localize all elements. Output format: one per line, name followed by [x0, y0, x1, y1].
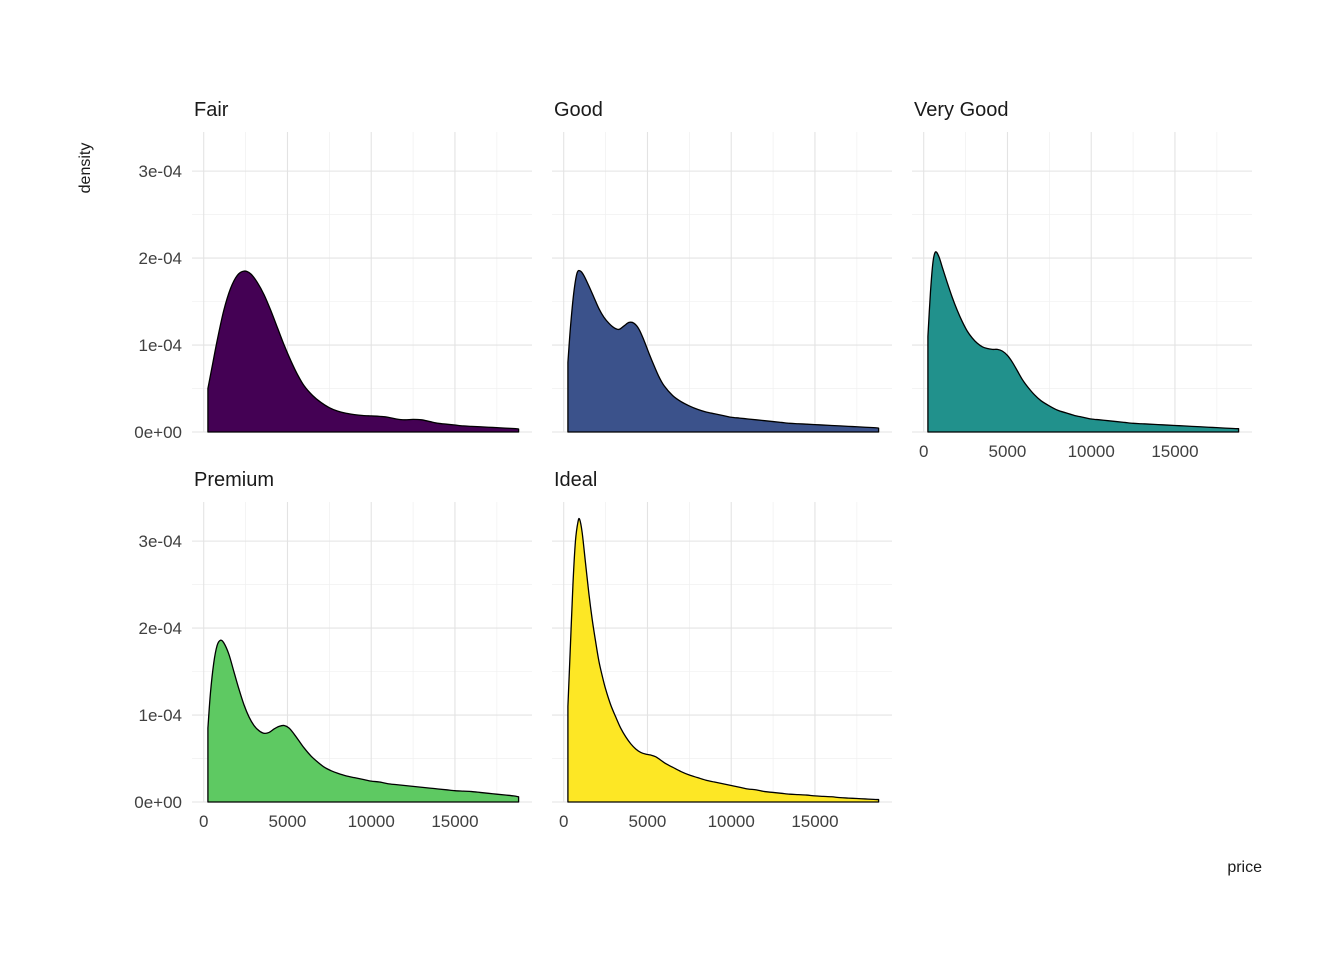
- x-tick-label: 5000: [269, 812, 307, 831]
- density-area-premium: [207, 639, 520, 803]
- x-tick-label: 10000: [1068, 442, 1115, 461]
- facet-ideal: Ideal 0 5000 10000 15000: [552, 469, 892, 831]
- x-tick-label: 15000: [791, 812, 838, 831]
- facet-very-good: Very Good 0 5000 10000 15000: [912, 99, 1252, 461]
- x-tick-label: 0: [919, 442, 928, 461]
- x-tick-label: 0: [199, 812, 208, 831]
- y-tick-label: 2e-04: [139, 249, 182, 268]
- density-area-good: [567, 269, 880, 433]
- facet-good: Good: [552, 99, 892, 433]
- facet-title-fair: Fair: [194, 99, 229, 121]
- facet-title-good: Good: [554, 99, 603, 121]
- facet-title-ideal: Ideal: [554, 469, 597, 491]
- density-area-very-good: [927, 251, 1240, 433]
- facet-premium: Premium 0e+00 1e-04 2e-04 3e-04 0 5000 10000 150…: [134, 469, 532, 831]
- y-axis-title: density: [77, 143, 94, 194]
- facet-title-very-good: Very Good: [914, 99, 1009, 121]
- y-tick-label: 2e-04: [139, 619, 182, 638]
- x-tick-label: 15000: [1151, 442, 1198, 461]
- y-tick-label: 3e-04: [139, 162, 182, 181]
- x-tick-label: 5000: [989, 442, 1027, 461]
- x-tick-label: 0: [559, 812, 568, 831]
- y-tick-label: 0e+00: [134, 423, 182, 442]
- facet-fair: Fair 0e+00 1e-04 2e-04 3e-04: [134, 99, 532, 442]
- facet-title-premium: Premium: [194, 469, 274, 491]
- x-tick-label: 10000: [708, 812, 755, 831]
- y-tick-label: 1e-04: [139, 706, 182, 725]
- x-axis-title: price: [1227, 859, 1262, 876]
- x-tick-label: 10000: [348, 812, 395, 831]
- facets-layer: Fair 0e+00 1e-04 2e-04 3e-04 Good Very Good 0 50…: [134, 99, 1252, 831]
- x-tick-label: 5000: [629, 812, 667, 831]
- density-area-ideal: [567, 517, 880, 803]
- density-area-fair: [207, 270, 520, 433]
- x-tick-label: 15000: [431, 812, 478, 831]
- y-tick-label: 1e-04: [139, 336, 182, 355]
- y-tick-label: 3e-04: [139, 532, 182, 551]
- y-tick-label: 0e+00: [134, 793, 182, 812]
